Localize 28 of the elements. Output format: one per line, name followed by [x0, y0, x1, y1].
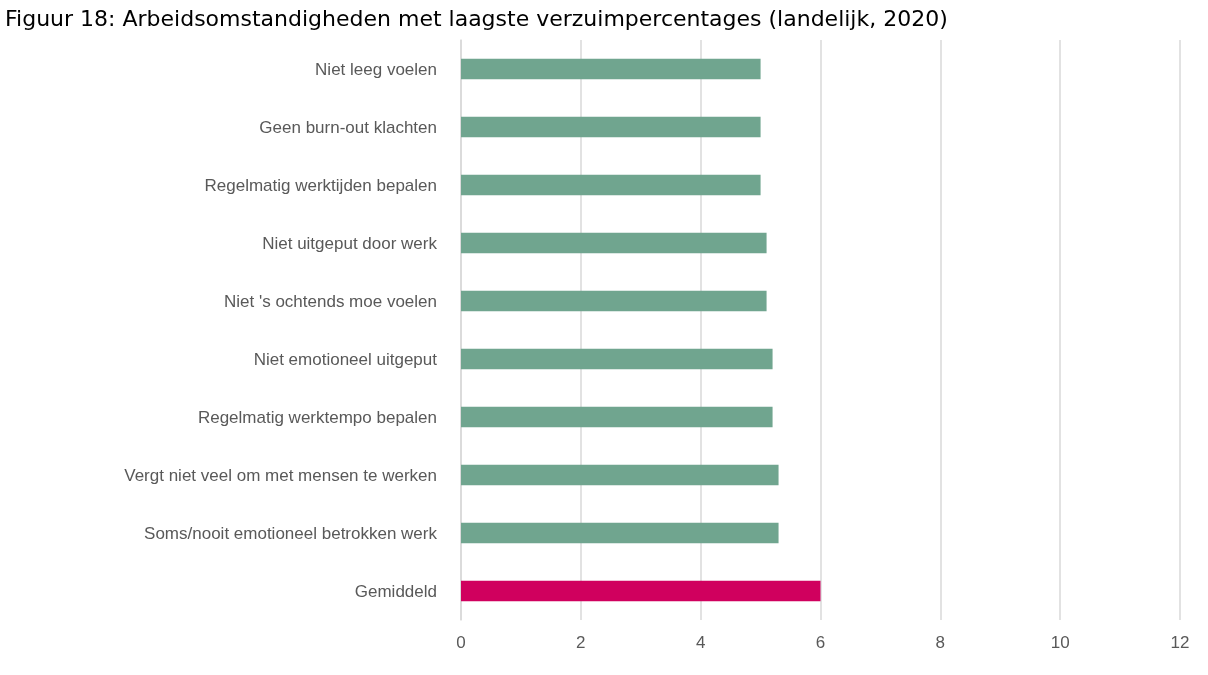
y-tick-label: Regelmatig werktempo bepalen — [197, 407, 437, 427]
bar — [461, 232, 767, 254]
bar — [461, 116, 761, 138]
bar — [461, 580, 821, 602]
bar — [461, 58, 761, 80]
x-tick-label: 0 — [456, 633, 466, 652]
bar — [461, 464, 779, 486]
chart-title: Figuur 18: Arbeidsomstandigheden met laagste verzuimpercentages (landelijk, 2020) — [5, 5, 948, 31]
bar — [461, 348, 773, 370]
x-tick-label: 6 — [815, 633, 826, 652]
y-tick-label: Niet leeg voelen — [315, 59, 437, 79]
bar — [461, 406, 773, 428]
bar — [461, 174, 761, 196]
x-tick-label: 4 — [695, 633, 706, 652]
y-tick-label: Niet 's ochtends moe voelen — [223, 291, 437, 311]
y-tick-label: Soms/nooit emotioneel betrokken werk — [144, 523, 438, 543]
x-tick-label: 10 — [1050, 633, 1070, 652]
x-tick-label: 12 — [1170, 633, 1190, 652]
x-tick-label: 2 — [576, 633, 586, 652]
y-tick-label: Niet uitgeput door werk — [262, 233, 438, 253]
x-tick-label: 8 — [935, 633, 946, 652]
y-tick-label: Gemiddeld — [354, 581, 437, 601]
bar — [461, 522, 779, 544]
y-tick-label: Niet emotioneel uitgeput — [253, 349, 438, 369]
y-tick-label: Geen burn-out klachten — [259, 117, 437, 137]
bar — [461, 290, 767, 312]
y-tick-label: Regelmatig werktijden bepalen — [204, 175, 437, 195]
y-tick-label: Vergt niet veel om met mensen te werken — [124, 465, 437, 485]
